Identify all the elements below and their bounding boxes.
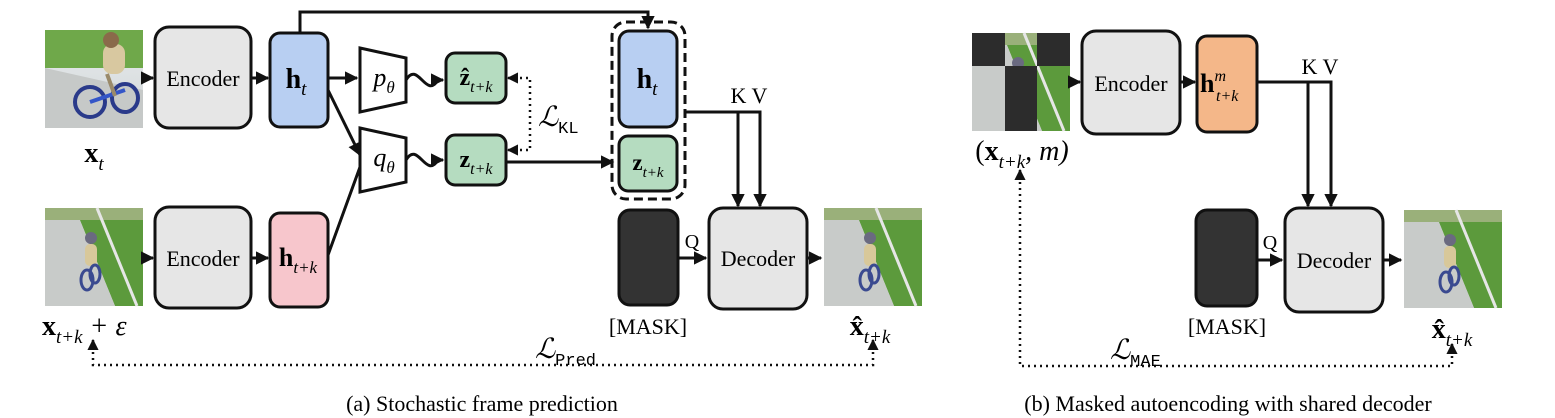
svg-text:zt+k: zt+k (632, 150, 664, 181)
input-frame-xtk (43, 206, 145, 308)
svg-text:Encoder: Encoder (166, 66, 240, 91)
mask-label-right: [MASK] (1188, 314, 1266, 339)
encoder-bottom: Encoder (153, 205, 253, 310)
arrow-group-decoder-v (685, 110, 767, 208)
loss-kl-connector (506, 72, 532, 156)
output-frame-xhat (822, 206, 924, 308)
kv-label-right: K V (1302, 54, 1339, 79)
encoder-right: Encoder (1080, 29, 1182, 136)
loss-pred-connector (87, 338, 879, 367)
sample-squiggle-prior (404, 72, 445, 88)
svg-text:qθ: qθ (373, 143, 394, 177)
svg-text:ht+k: ht+k (279, 243, 318, 277)
arrow-ht-skip (298, 10, 655, 33)
loss-mae-label: ℒMAE (1110, 335, 1161, 372)
loss-kl-label: ℒKL (538, 102, 579, 139)
decoder-right: Decoder (1283, 206, 1385, 314)
label-xtk-noise: xt+k + ε (42, 311, 126, 348)
arrow-ht-qtheta (326, 89, 362, 157)
svg-text:hmt+k: hm t+k (1200, 68, 1239, 105)
caption-a: (a) Stochastic frame prediction (346, 391, 618, 416)
mask-label-left: [MASK] (609, 314, 687, 339)
svg-text:ht: ht (286, 64, 308, 100)
input-frame-masked (972, 33, 1070, 131)
posterior-q-theta: qθ (358, 126, 408, 194)
concat-z: zt+k (617, 134, 679, 193)
loss-pred-label: ℒPred (535, 334, 596, 371)
latent-h-masked: hm t+k (1195, 34, 1259, 134)
encoder-top: Encoder (153, 25, 253, 130)
sample-squiggle-posterior (404, 152, 445, 168)
arrow-htk-qtheta (326, 166, 362, 256)
concat-ht: ht (617, 29, 679, 129)
label-xt: xt (84, 138, 104, 175)
mask-token-left (617, 208, 680, 307)
kv-label-left: K V (731, 83, 768, 108)
q-label-left: Q (685, 231, 700, 253)
caption-b: (b) Masked autoencoding with shared deco… (1024, 391, 1432, 416)
decoder-left: Decoder (707, 206, 809, 311)
label-x-masked: (xt+k, m) (975, 136, 1068, 173)
svg-text:pθ: pθ (371, 63, 394, 97)
svg-text:Decoder: Decoder (1297, 248, 1372, 273)
arrow-hm-decoder-v (1257, 80, 1338, 208)
latent-z: zt+k (444, 133, 508, 187)
svg-text:Decoder: Decoder (721, 246, 796, 271)
svg-text:ẑt+k: ẑt+k (460, 65, 494, 96)
svg-text:Encoder: Encoder (166, 246, 240, 271)
prior-p-theta: pθ (358, 46, 408, 114)
latent-htk: ht+k (268, 211, 330, 309)
input-frame-xt (43, 28, 145, 130)
svg-text:zt+k: zt+k (460, 147, 494, 178)
loss-mae-connector (1014, 168, 1458, 368)
latent-ht: ht (268, 31, 330, 129)
svg-text:ht: ht (637, 64, 659, 100)
q-label-right: Q (1263, 232, 1278, 254)
svg-text:Encoder: Encoder (1094, 71, 1168, 96)
label-xhat: x̂t+k (850, 311, 891, 348)
latent-z-hat: ẑt+k (444, 51, 508, 105)
output-frame-xhat-right (1402, 208, 1504, 310)
mask-token-right (1194, 208, 1259, 308)
